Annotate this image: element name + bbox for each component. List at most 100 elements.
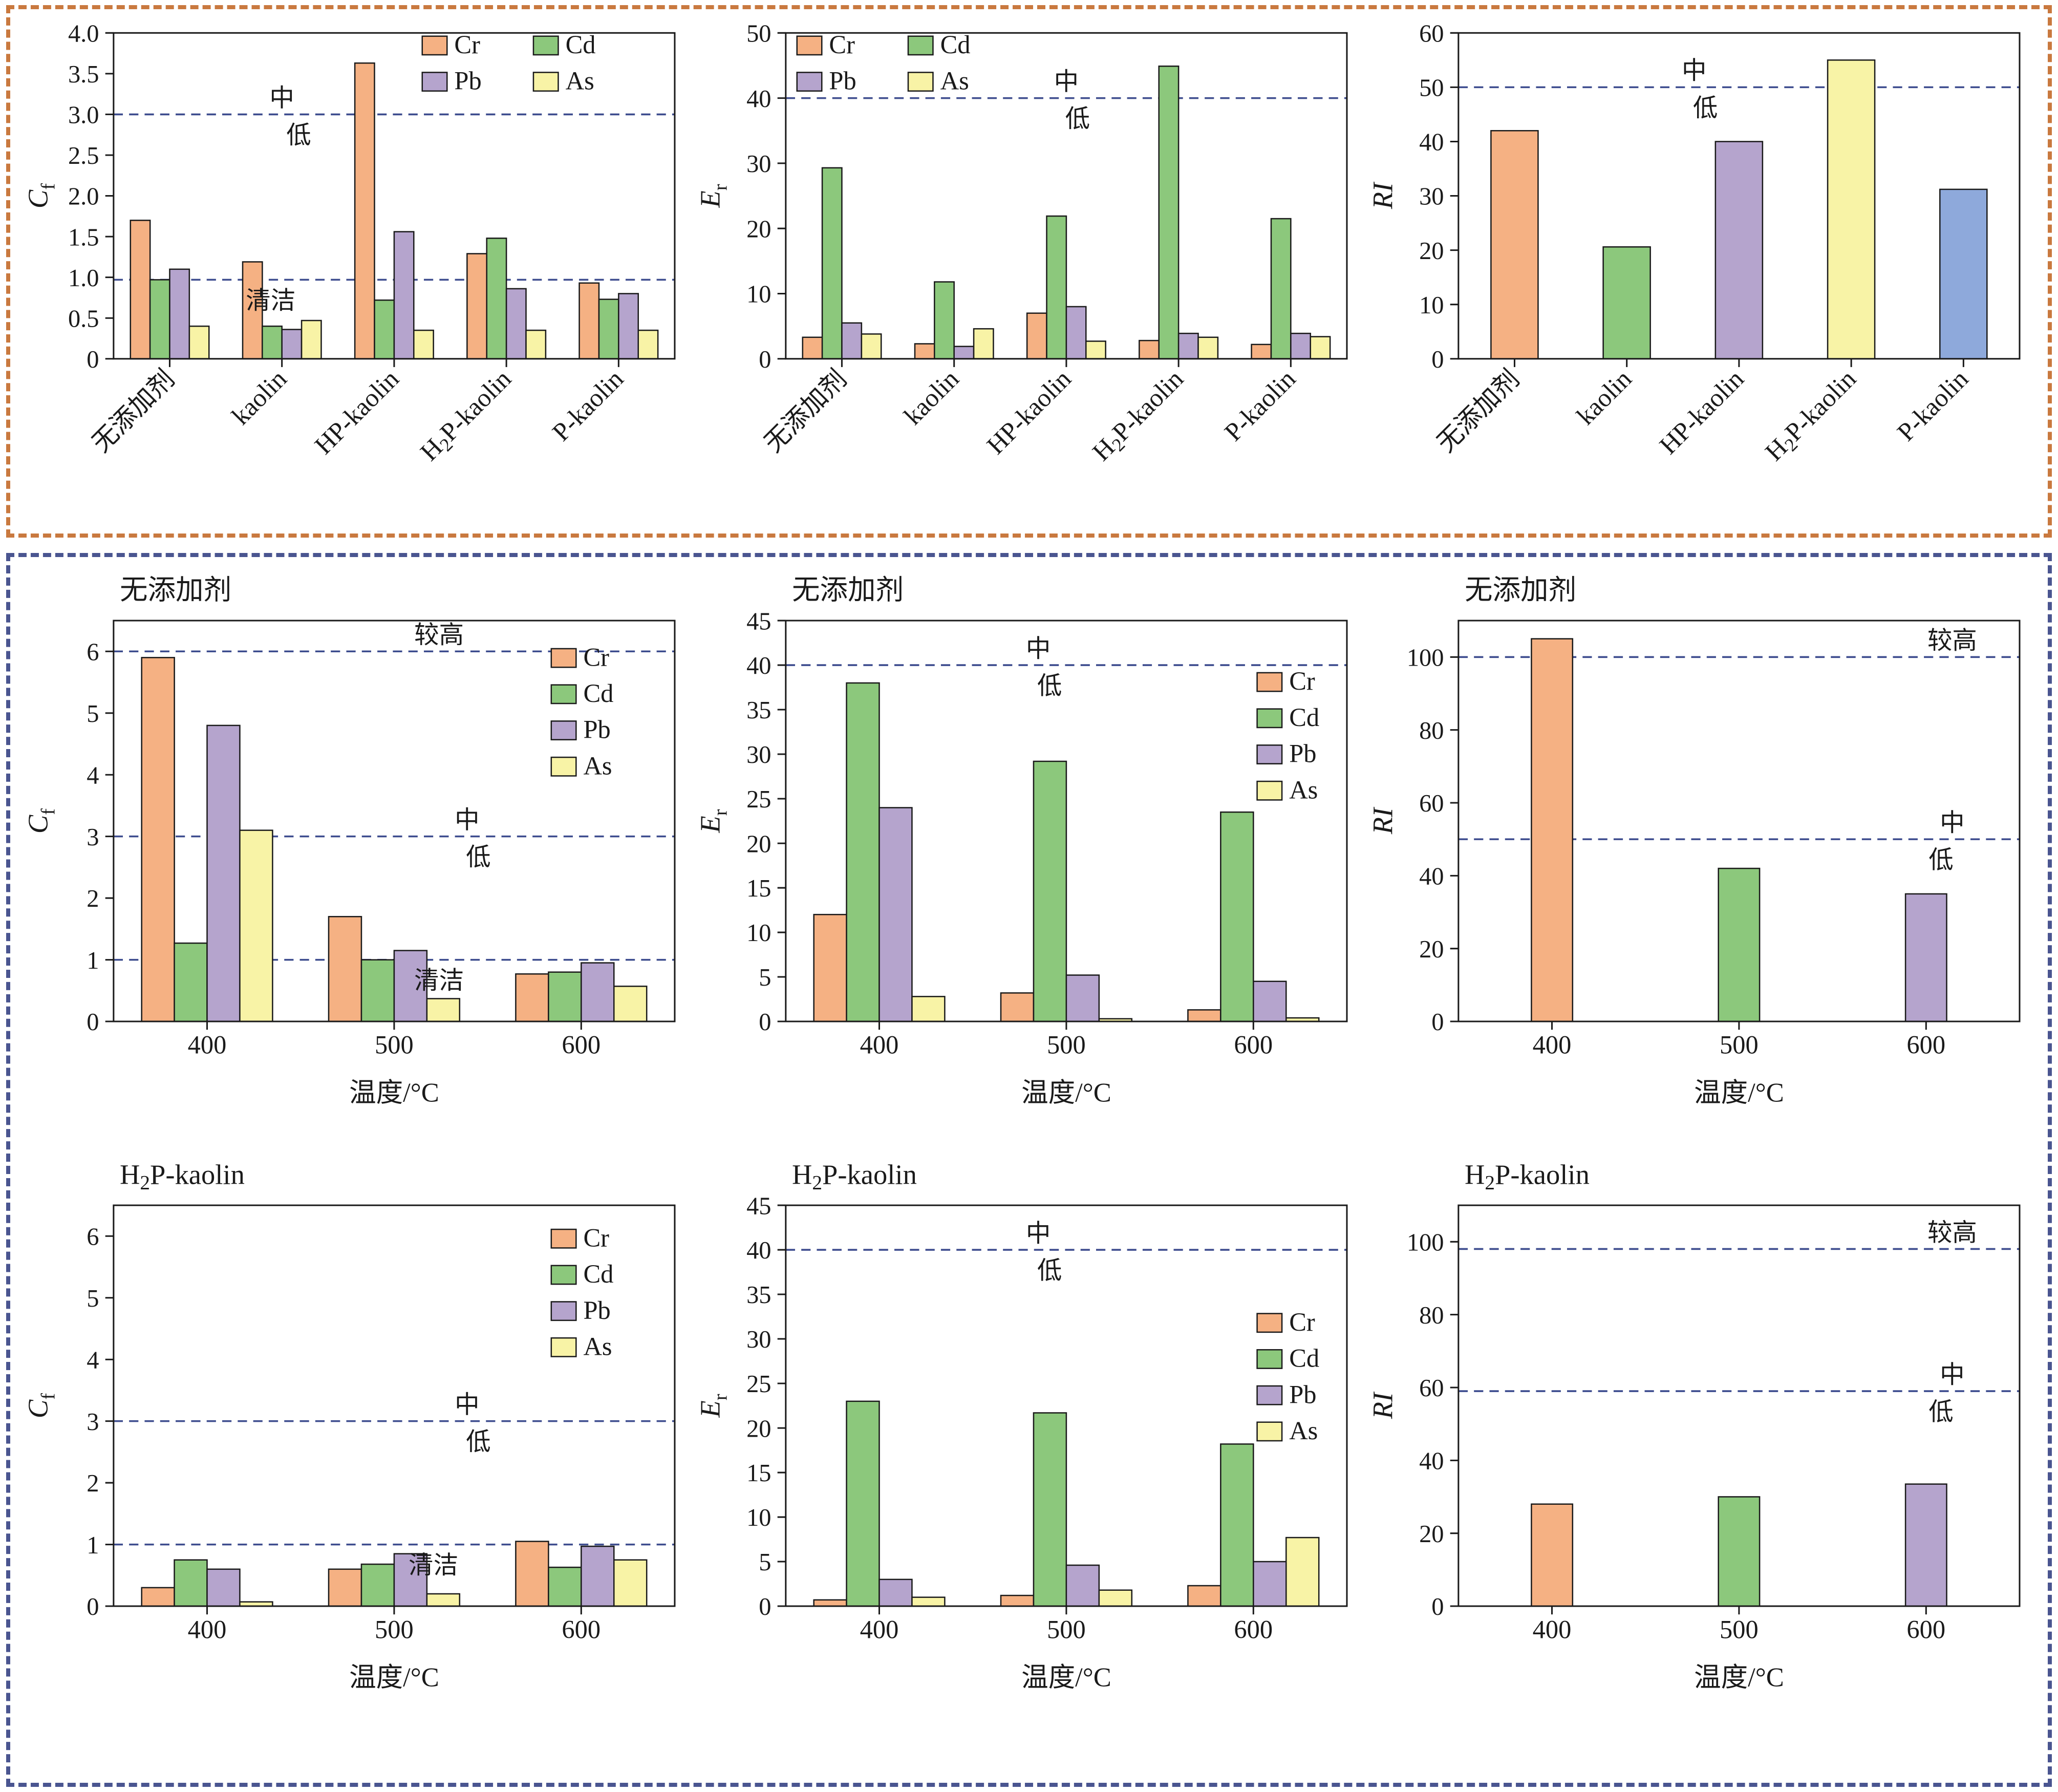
legend-label: Pb [583, 1296, 610, 1325]
bar-As-无添加剂 [861, 333, 882, 360]
threshold-label: 清洁 [414, 967, 464, 994]
bar-Cr-500 [328, 916, 362, 1022]
y-tick-label: 15 [746, 1460, 771, 1487]
y-axis-label: Cf [23, 183, 59, 208]
y-tick-label: 60 [1419, 790, 1444, 817]
legend-swatch-Cr [550, 1228, 577, 1249]
chart-ri-none-temp: 0 20 40 60 80 100 400 500 600 温度/°C 无添加剂 RI 较高中低 [1365, 566, 2038, 1151]
bar-Cr-600 [1187, 1009, 1221, 1022]
x-tick-label: 400 [860, 1615, 899, 1644]
legend-label: Pb [829, 67, 856, 95]
bar-Pb-600 [1253, 1561, 1287, 1607]
threshold-label: 较高 [414, 622, 464, 649]
legend-label: Cd [566, 30, 596, 59]
bar-600 [1904, 893, 1947, 1022]
y-axis-label: Er [695, 184, 732, 208]
x-tick-label: 400 [188, 1615, 227, 1644]
y-tick-label: 2.5 [68, 142, 99, 169]
y-tick-label: 2 [87, 885, 99, 912]
legend-swatch-Cr [550, 648, 577, 668]
y-tick-label: 40 [1419, 863, 1444, 890]
legend-label: Cr [583, 1223, 609, 1252]
bar-Cd-600 [1220, 812, 1254, 1022]
bar-Cd-500 [360, 959, 395, 1022]
legend-label: As [1290, 776, 1318, 804]
y-tick-label: 20 [746, 1415, 771, 1442]
x-axis-label: 温度/°C [349, 1662, 439, 1692]
chart-ri-by-additive: 0 10 20 30 40 50 60 无添加剂 kaolin HP-kaolin H2P-kaol… [1365, 17, 2038, 529]
bar-无添加剂 [1490, 130, 1539, 360]
y-tick-label: 6 [87, 639, 99, 666]
bar-Pb-500 [1065, 1564, 1100, 1607]
y-tick-label: 25 [746, 786, 771, 813]
y-axis-label: RI [1367, 806, 1398, 835]
y-tick-label: 0 [87, 1593, 99, 1620]
y-tick-label: 20 [1419, 1521, 1444, 1548]
bar-Cr-HP-kaolin [354, 62, 375, 360]
threshold-label: 低 [1928, 1398, 1953, 1425]
y-tick-label: 80 [1419, 717, 1444, 744]
bar-Cr-600 [515, 973, 549, 1022]
x-tick-label: 无添加剂 [87, 364, 180, 457]
chart-er-none-temp: 0 5 10 15 20 25 30 35 40 45 400 500 600 温度/°C 无添加剂 Er 中低… [693, 566, 1365, 1151]
bar-Cr-P-kaolin [578, 282, 600, 360]
bar-500 [1718, 867, 1761, 1022]
x-tick-label: 600 [562, 1031, 601, 1059]
y-tick-label: 4 [87, 762, 99, 790]
bar-Pb-500 [1065, 974, 1100, 1022]
bar-Pb-400 [878, 1578, 913, 1607]
threshold-label: 低 [1037, 673, 1062, 700]
panel-additive-comparison: 0 0.5 1.0 1.5 2.0 2.5 3.0 3.5 4.0 无添加剂 kaolin HP-ka… [6, 5, 2052, 538]
bar-Cr-H₂P-kaolin [1139, 339, 1160, 360]
bar-As-400 [911, 1596, 946, 1607]
y-tick-label: 3.0 [68, 102, 99, 129]
y-axis-label: RI [1367, 181, 1398, 209]
row-no-additive: 0 1 2 3 4 5 6 400 500 600 温度/°C 无添加剂 Cf 较高中低清洁 Cr Cd Pb A… [20, 566, 2038, 1151]
x-tick-label: HP-kaolin [981, 364, 1077, 459]
legend-label: Cr [1290, 667, 1316, 695]
y-axis-label: RI [1367, 1391, 1398, 1419]
bar-Pb-kaolin [281, 329, 303, 360]
bar-Pb-H₂P-kaolin [505, 288, 527, 360]
y-tick-label: 10 [746, 281, 771, 308]
ri-by-additive-svg: 0 10 20 30 40 50 60 无添加剂 kaolin HP-kaolin H2P-kaol… [1367, 20, 2021, 466]
bar-Cd-400 [846, 1400, 881, 1607]
x-tick-label: kaolin [1571, 364, 1637, 430]
y-tick-label: 6 [87, 1223, 99, 1250]
bar-Cd-400 [174, 1559, 208, 1607]
legend-swatch-Cd [550, 684, 577, 705]
chart-title: 无添加剂 [1465, 574, 1576, 606]
cf-by-additive-svg: 0 0.5 1.0 1.5 2.0 2.5 3.0 3.5 4.0 无添加剂 kaolin HP-ka… [23, 20, 676, 466]
y-tick-label: 30 [746, 741, 771, 769]
er-h2p-temp-svg: 0 5 10 15 20 25 30 35 40 45 400 500 600 温度/°C H2P-kaol… [695, 1159, 1348, 1692]
y-tick-label: 1.5 [68, 224, 99, 251]
bar-Pb-HP-kaolin [1065, 306, 1087, 360]
threshold-label: 低 [286, 122, 311, 149]
bar-Cd-kaolin [934, 281, 955, 360]
legend-label: Cr [583, 643, 609, 671]
bar-As-kaolin [301, 319, 322, 360]
bar-Pb-400 [878, 807, 913, 1022]
threshold-label: 较高 [1927, 627, 1977, 654]
legend-swatch-Cr [421, 35, 448, 56]
x-tick-label: 600 [1234, 1615, 1273, 1644]
legend-swatch-Cr [1256, 1312, 1283, 1333]
bar-Cr-400 [141, 1587, 175, 1607]
y-tick-label: 50 [746, 20, 771, 47]
y-axis-label: Cf [23, 808, 59, 834]
legend-swatch-Cr [796, 35, 823, 56]
legend-swatch-As [1256, 1421, 1283, 1442]
y-tick-label: 0 [1431, 346, 1444, 373]
x-tick-label: kaolin [226, 364, 292, 430]
bar-As-600 [613, 986, 648, 1022]
y-tick-label: 10 [746, 920, 771, 947]
bar-Cr-无添加剂 [802, 336, 823, 360]
chart-cf-h2p-temp: 0 1 2 3 4 5 6 400 500 600 温度/°C H2P-kaolin Cf 中低清洁 Cr C… [20, 1151, 693, 1736]
bar-As-HP-kaolin [1085, 340, 1107, 360]
x-tick-label: 400 [1532, 1615, 1571, 1644]
y-tick-label: 0 [1431, 1593, 1444, 1620]
bar-600 [1904, 1483, 1947, 1607]
y-tick-label: 5 [759, 1549, 771, 1576]
y-tick-label: 30 [746, 1326, 771, 1353]
